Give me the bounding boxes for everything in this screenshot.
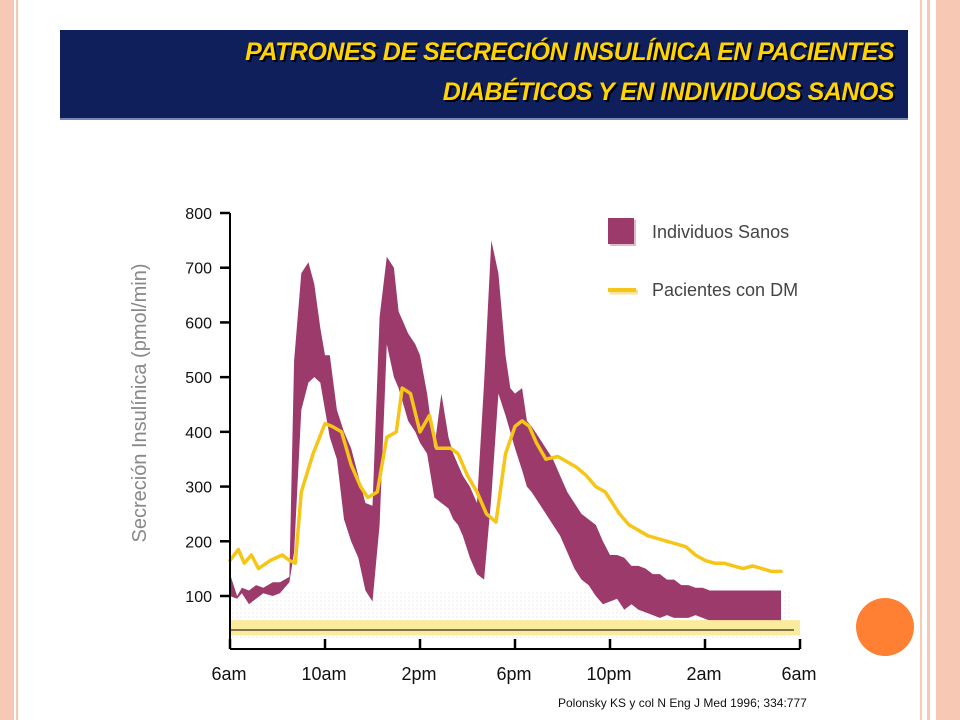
y-tick-label: 500 xyxy=(185,370,212,387)
x-tick-label: 10pm xyxy=(586,664,631,684)
x-tick-label: 2am xyxy=(686,664,721,684)
baseline-band xyxy=(230,620,800,636)
left-border-line xyxy=(16,0,18,720)
decorative-orange-circle xyxy=(856,598,914,656)
right-border-stripe xyxy=(936,0,960,720)
right-border-line-thin xyxy=(920,0,922,720)
x-tick-label: 2pm xyxy=(401,664,436,684)
left-border-stripe xyxy=(0,0,14,720)
healthy-band-area xyxy=(230,240,781,621)
legend-swatch-healthy xyxy=(608,218,634,244)
legend-label-dm: Pacientes con DM xyxy=(652,280,798,300)
x-tick-label: 6am xyxy=(781,664,816,684)
dm-series-line xyxy=(228,386,783,574)
y-tick-label: 100 xyxy=(185,589,212,606)
y-tick-label: 600 xyxy=(185,315,212,332)
legend-label-healthy: Individuos Sanos xyxy=(652,222,789,242)
x-tick-label: 6pm xyxy=(496,664,531,684)
y-tick-label: 200 xyxy=(185,534,212,551)
y-axis-label: Secreción Insulínica (pmol/min) xyxy=(129,264,151,543)
citation: Polonsky KS y col N Eng J Med 1996; 334:… xyxy=(558,696,807,710)
x-tick-label: 10am xyxy=(301,664,346,684)
y-tick-label: 400 xyxy=(185,425,212,442)
right-border-line xyxy=(927,0,930,720)
y-tick-label: 700 xyxy=(185,261,212,278)
slide-title-line-2: DIABÉTICOS Y EN INDIVIDUOS SANOS xyxy=(442,78,895,106)
slide-title-line-1: PATRONES DE SECRECIÓN INSULÍNICA EN PACI… xyxy=(245,38,894,66)
y-tick-label: 300 xyxy=(185,480,212,497)
x-tick-label: 6am xyxy=(211,664,246,684)
title-banner: PATRONES DE SECRECIÓN INSULÍNICA EN PACI… xyxy=(60,30,908,120)
y-tick-label: 800 xyxy=(185,206,212,223)
